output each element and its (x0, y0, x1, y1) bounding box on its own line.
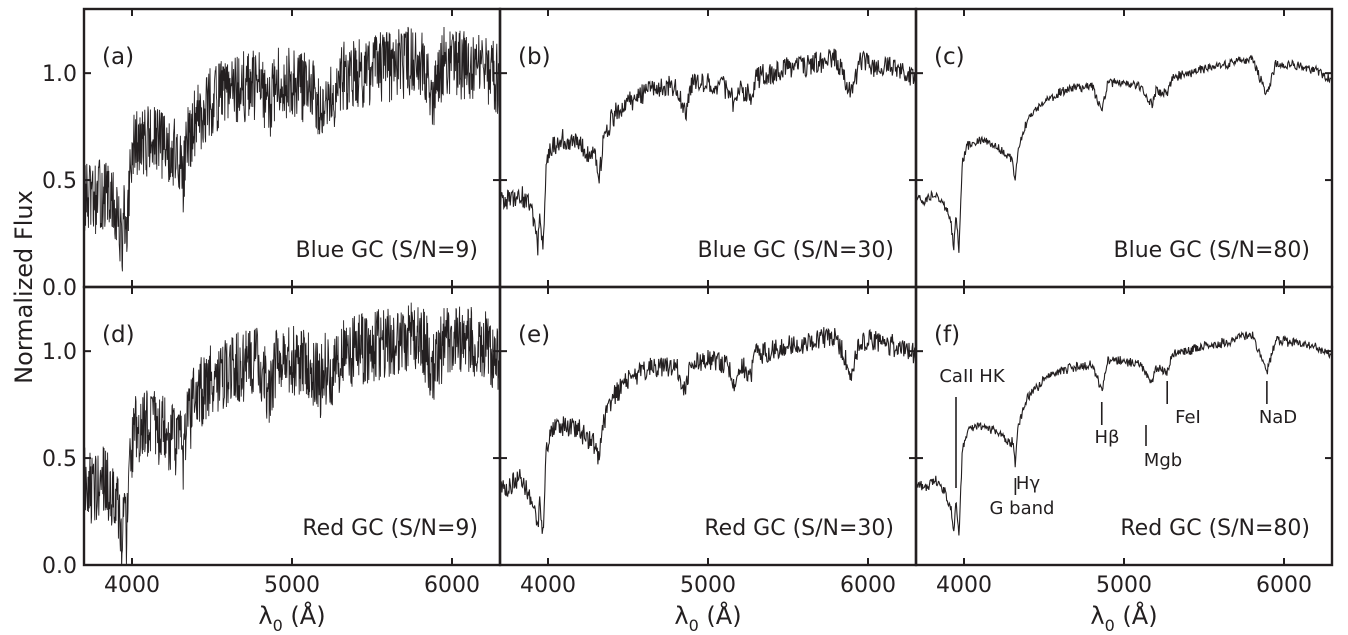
panel-c: (c) Blue GC (S/N=80) (914, 7, 1334, 289)
panel-b: (b) Blue GC (S/N=30) (498, 7, 918, 289)
x-axis-title-symbol: λ (1090, 602, 1104, 630)
panel-d: 0.0 0.5 1.0 4000 5000 6000 (d) Red GC (S/N=9) (42, 285, 502, 598)
x-axis-title-symbol: λ (258, 602, 272, 630)
x-axis-title-subscript: 0 (1105, 616, 1115, 635)
panel-caption: Red GC (S/N=80) (1120, 516, 1310, 541)
x-axis-title-subscript: 0 (689, 616, 699, 635)
annotation-label: G band (990, 498, 1055, 519)
y-axis-title: Normalized Flux (10, 190, 38, 384)
x-axis-title-b: λ0 (Å) (674, 601, 741, 635)
panel-tag: (c) (934, 44, 965, 70)
x-tick-label: 6000 (424, 573, 480, 598)
annotation-label: Mgb (1144, 450, 1182, 471)
panel-tag: (f) (934, 322, 960, 348)
x-tick-label: 5000 (680, 573, 736, 598)
y-tick-label: 1.0 (42, 62, 77, 87)
annotation-label: FeI (1175, 407, 1201, 428)
spectrum-line (84, 302, 500, 565)
x-axis-title-symbol: λ (674, 602, 688, 630)
x-axis-title-c: λ0 (Å) (1090, 601, 1157, 635)
y-tick-label: 0.0 (42, 276, 77, 301)
y-tick-label: 1.0 (42, 340, 77, 365)
panel-caption: Blue GC (S/N=80) (1113, 238, 1310, 263)
x-tick-label: 5000 (264, 573, 320, 598)
panel-f: 4000 5000 6000 (f) Red GC (S/N=80) CaII HK Hγ G… (914, 285, 1334, 598)
panel-tag: (d) (102, 322, 135, 348)
annotation-label: CaII HK (939, 366, 1005, 387)
panel-tag: (e) (518, 322, 550, 348)
panel-caption: Blue GC (S/N=30) (697, 238, 894, 263)
panel-tag: (b) (518, 44, 551, 70)
x-tick-label: 5000 (1096, 573, 1152, 598)
x-tick-label: 4000 (936, 573, 992, 598)
panel-e: 4000 5000 6000 (e) Red GC (S/N=30) (498, 285, 918, 598)
y-tick-label: 0.0 (42, 554, 77, 579)
x-tick-label: 4000 (520, 573, 576, 598)
x-axis-title-a: λ0 (Å) (258, 601, 325, 635)
x-axis-title-unit: (Å) (1115, 601, 1158, 630)
y-tick-label: 0.5 (42, 169, 77, 194)
annotation-label: Hγ (1016, 473, 1041, 494)
panel-a: 0.0 0.5 1.0 (a) Blue GC (S/N=9) (42, 7, 502, 301)
panel-caption: Red GC (S/N=9) (302, 516, 478, 541)
spectrum-line (916, 54, 1332, 253)
annotation-label: NaD (1259, 407, 1297, 428)
panel-caption: Blue GC (S/N=9) (295, 238, 478, 263)
spectrum-line (500, 48, 916, 256)
x-tick-label: 6000 (1256, 573, 1312, 598)
x-axis-title-unit: (Å) (699, 601, 742, 630)
annotation-label: Hβ (1094, 427, 1119, 448)
panel-grid: 0.0 0.5 1.0 (a) Blue GC (S/N=9) (b) Blue GC (S… (42, 7, 1334, 598)
x-tick-label: 4000 (104, 573, 160, 598)
x-axis-title-subscript: 0 (273, 616, 283, 635)
panel-caption: Red GC (S/N=30) (704, 516, 894, 541)
x-tick-label: 6000 (840, 573, 896, 598)
spectrum-line (500, 327, 916, 534)
y-tick-label: 0.5 (42, 447, 77, 472)
spectrum-line (84, 26, 500, 272)
x-axis-title-unit: (Å) (283, 601, 326, 630)
spectrum-line (916, 330, 1332, 536)
panel-tag: (a) (102, 44, 134, 70)
